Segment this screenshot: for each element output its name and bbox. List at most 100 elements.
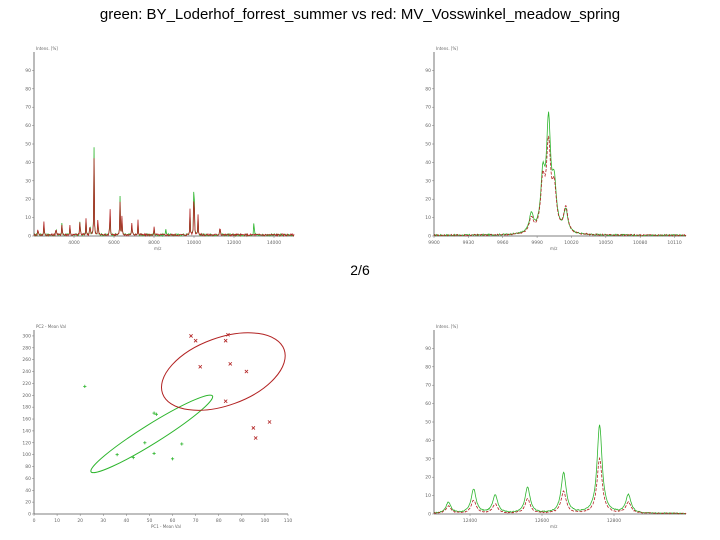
x-tick-label: 10 — [54, 518, 60, 524]
y-tick-label: 60 — [25, 123, 31, 129]
y-tick-label: 70 — [25, 105, 31, 111]
y-tick-label: 40 — [25, 160, 31, 166]
x-tick-label: 10110 — [667, 240, 681, 246]
x-tick-label: 10000 — [187, 240, 201, 246]
y-tick-label: 10 — [25, 215, 31, 221]
scatter-point-green — [170, 457, 175, 461]
scatter-point-red — [244, 369, 249, 374]
x-tick-label: 10050 — [599, 240, 613, 246]
y-tick-label: 60 — [425, 401, 431, 407]
x-tick-label: 9900 — [428, 240, 440, 246]
y-tick-label: 80 — [25, 464, 31, 470]
x-axis-label: PC1 - Mean Val — [151, 524, 181, 529]
y-tick-label: 10 — [425, 215, 431, 221]
series-line-green — [433, 111, 687, 237]
spectrum-zoom-1-chart: 9900 9930 9960 9990 10020 10050 10080 10110 0 10 2… — [425, 46, 687, 251]
y-tick-label: 70 — [425, 383, 431, 389]
y-axis-label: Intens. [%] — [436, 46, 458, 51]
series-line-red — [33, 158, 295, 238]
x-axis-label: m/z — [154, 246, 161, 251]
x-tick-label: 90 — [239, 518, 245, 524]
y-tick-label: 220 — [22, 381, 31, 387]
x-tick-label: 12800 — [607, 518, 621, 524]
y-axis-label: Intens. [%] — [436, 324, 458, 329]
y-tick-label: 10 — [425, 493, 431, 499]
confidence-ellipse-red — [160, 332, 286, 411]
pca-scatter-chart: 0 10 20 30 40 50 60 70 80 90 100 110 0 20 40 60 80 100 120… — [22, 324, 293, 529]
point-mark — [198, 364, 203, 369]
y-tick-label: 80 — [425, 364, 431, 370]
x-tick-label: 12400 — [463, 518, 477, 524]
y-tick-label: 160 — [22, 417, 31, 423]
page-number: 2/6 — [350, 262, 370, 278]
scatter-point-green — [180, 442, 184, 446]
scatter-point-red — [251, 426, 256, 430]
point-mark — [244, 369, 249, 374]
y-tick-label: 40 — [425, 160, 431, 166]
confidence-ellipse-green — [90, 394, 214, 474]
x-tick-label: 0 — [33, 518, 36, 524]
y-tick-label: 50 — [425, 420, 431, 426]
point-mark — [251, 426, 256, 430]
x-tick-label: 12000 — [227, 240, 241, 246]
x-tick-label: 50 — [147, 518, 153, 524]
y-tick-label: 120 — [22, 440, 31, 446]
y-tick-label: 80 — [425, 86, 431, 92]
y-tick-label: 0 — [28, 234, 31, 240]
x-tick-label: 4000 — [68, 240, 80, 246]
y-tick-label: 70 — [425, 105, 431, 111]
scatter-point-red — [226, 332, 230, 337]
scatter-point-red — [267, 420, 272, 424]
y-tick-label: 60 — [25, 476, 31, 482]
x-tick-label: 14000 — [267, 240, 281, 246]
x-tick-label: 80 — [216, 518, 222, 524]
y-tick-label: 20 — [425, 475, 431, 481]
series-line-red — [433, 135, 687, 237]
y-tick-label: 20 — [425, 197, 431, 203]
point-mark — [228, 361, 233, 366]
x-tick-label: 30 — [100, 518, 106, 524]
series-line-green — [33, 147, 295, 238]
x-tick-label: 10080 — [633, 240, 647, 246]
point-mark — [223, 338, 228, 343]
x-tick-label: 6000 — [108, 240, 120, 246]
x-tick-label: 10020 — [564, 240, 578, 246]
scatter-point-red — [198, 364, 203, 369]
y-tick-label: 30 — [425, 178, 431, 184]
x-tick-label: 8000 — [148, 240, 160, 246]
y-tick-label: 0 — [28, 512, 31, 518]
x-tick-label: 110 — [284, 518, 293, 524]
x-axis-label: m/z — [550, 246, 557, 251]
y-tick-label: 280 — [22, 345, 31, 351]
scatter-point-green — [143, 441, 147, 445]
scatter-point-red — [189, 334, 193, 338]
y-tick-label: 50 — [25, 142, 31, 148]
x-axis-label: m/z — [550, 524, 557, 529]
y-tick-label: 180 — [22, 405, 31, 411]
y-tick-label: 90 — [425, 346, 431, 352]
point-mark — [253, 436, 258, 440]
y-tick-label: 140 — [22, 428, 31, 434]
scatter-point-green — [83, 384, 87, 388]
scatter-point-green — [131, 456, 135, 460]
scatter-point-red — [253, 436, 258, 440]
point-mark — [226, 332, 230, 337]
spectrum-full-chart: 4000 6000 8000 10000 12000 14000 0 10 20 30 40 50 60… — [25, 46, 295, 251]
point-mark — [223, 399, 228, 404]
y-tick-label: 30 — [425, 456, 431, 462]
scatter-point-red — [228, 361, 233, 366]
y-axis-label: PC2 - Mean Val — [36, 324, 66, 329]
scatter-point-green — [154, 412, 158, 416]
y-tick-label: 0 — [428, 234, 431, 240]
y-tick-label: 90 — [425, 68, 431, 74]
y-tick-label: 80 — [25, 86, 31, 92]
y-tick-label: 40 — [425, 438, 431, 444]
x-tick-label: 40 — [123, 518, 129, 524]
x-tick-label: 9990 — [531, 240, 543, 246]
scatter-point-red — [223, 338, 228, 343]
x-tick-label: 9960 — [497, 240, 509, 246]
scatter-point-red — [223, 399, 228, 404]
y-tick-label: 20 — [25, 500, 31, 506]
y-tick-label: 0 — [428, 512, 431, 518]
spectrum-zoom-2-chart: 12400 12600 12800 0 10 20 30 40 50 60 70 80 90 Intens… — [425, 324, 687, 529]
